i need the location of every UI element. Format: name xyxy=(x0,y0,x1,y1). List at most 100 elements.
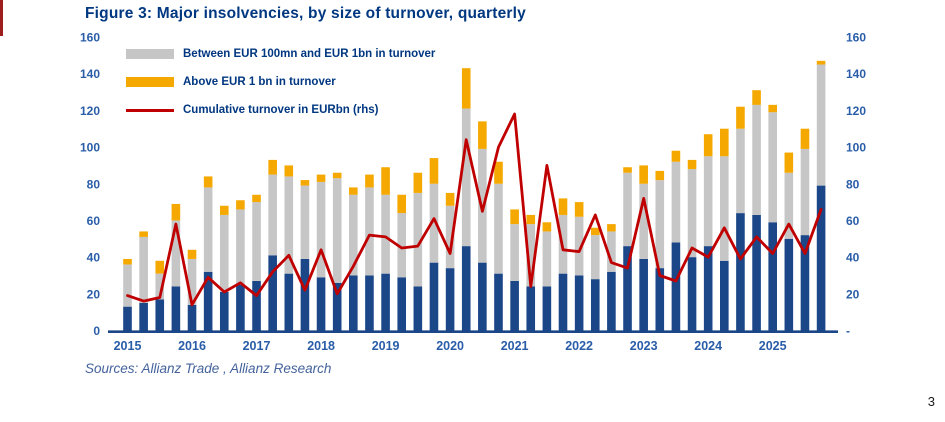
bar-segment-navy xyxy=(397,277,407,331)
bar-segment-navy xyxy=(219,291,229,331)
y-axis-right-tick-label: 100 xyxy=(846,141,866,155)
bar-segment-orange xyxy=(542,222,552,232)
figure-title: Figure 3: Major insolvencies, by size of… xyxy=(85,5,526,22)
bar-segment-navy xyxy=(687,257,697,331)
left-edge-accent-mark xyxy=(0,0,3,36)
legend-item-line: Cumulative turnover in EURbn (rhs) xyxy=(126,96,435,124)
bar-segment-gray xyxy=(252,202,261,281)
bar-segment-gray xyxy=(123,264,132,307)
bar-segment-navy xyxy=(123,306,132,331)
bar-segment-orange xyxy=(365,174,374,188)
bar-segment-navy xyxy=(494,273,503,331)
y-axis-right-tick-label: 40 xyxy=(846,251,860,265)
bar-segment-gray xyxy=(687,169,697,258)
bar-segment-gray xyxy=(736,128,745,214)
x-axis-year-label: 2015 xyxy=(114,339,142,353)
bar-segment-navy xyxy=(752,214,761,331)
legend-label-line: Cumulative turnover in EURbn (rhs) xyxy=(183,104,379,116)
bar-segment-navy xyxy=(800,235,810,331)
x-axis-year-label: 2020 xyxy=(436,339,464,353)
bar-segment-orange xyxy=(494,161,503,184)
bar-segment-orange xyxy=(639,165,648,184)
x-axis-year-label: 2025 xyxy=(759,339,787,353)
bar-segment-gray xyxy=(671,161,681,243)
bar-segment-gray xyxy=(332,178,342,283)
bar-segment-gray xyxy=(800,148,810,236)
bar-segment-navy xyxy=(461,246,471,331)
y-axis-left-tick-label: 60 xyxy=(87,214,101,228)
bar-segment-orange xyxy=(574,202,584,217)
bar-segment-navy xyxy=(590,279,600,331)
bar-segment-orange xyxy=(349,187,358,195)
bar-segment-orange xyxy=(332,172,342,179)
x-axis-year-label: 2019 xyxy=(372,339,400,353)
y-axis-left-tick-label: 80 xyxy=(87,177,101,191)
x-axis-year-label: 2021 xyxy=(501,339,529,353)
bar-segment-gray xyxy=(365,187,374,276)
bar-segment-orange xyxy=(203,176,213,188)
y-axis-left-tick-label: 100 xyxy=(80,141,100,155)
bar-segment-navy xyxy=(703,246,713,331)
bar-segment-navy xyxy=(365,275,374,331)
bar-segment-orange xyxy=(171,203,181,221)
legend-label-orange: Above EUR 1 bn in turnover xyxy=(183,76,336,88)
bar-segment-navy xyxy=(252,280,261,331)
x-axis-year-label: 2017 xyxy=(243,339,271,353)
bar-segment-navy xyxy=(316,277,326,331)
x-axis-year-label: 2022 xyxy=(565,339,593,353)
bar-segment-navy xyxy=(639,258,648,331)
bar-segment-navy xyxy=(816,185,826,331)
bar-segment-gray xyxy=(639,183,648,259)
bar-segment-navy xyxy=(607,271,616,331)
x-axis-year-label: 2023 xyxy=(630,339,658,353)
bar-segment-orange xyxy=(219,205,229,215)
bar-segment-orange xyxy=(671,150,681,162)
bar-segment-navy xyxy=(155,299,165,331)
x-axis-year-label: 2016 xyxy=(178,339,206,353)
bar-segment-gray xyxy=(268,174,277,256)
bar-segment-navy xyxy=(284,273,294,331)
bar-segment-navy xyxy=(381,273,390,331)
legend-item-orange: Above EUR 1 bn in turnover xyxy=(126,68,435,96)
bar-segment-orange xyxy=(123,258,132,265)
orange-bar-swatch xyxy=(126,77,174,87)
y-axis-right-tick-label: 20 xyxy=(846,287,860,301)
bar-segment-gray xyxy=(526,224,536,287)
bar-segment-gray xyxy=(236,209,245,285)
bar-segment-navy xyxy=(558,273,568,331)
bar-segment-gray xyxy=(655,180,665,269)
y-axis-right-tick-label: 80 xyxy=(846,177,860,191)
bar-segment-gray xyxy=(381,194,390,274)
gray-bar-swatch xyxy=(126,49,174,59)
bar-segment-gray xyxy=(752,104,761,215)
bar-segment-gray xyxy=(510,224,519,281)
bar-segment-navy xyxy=(510,280,519,331)
y-axis-left-tick-label: 0 xyxy=(93,324,100,338)
bar-segment-gray xyxy=(784,172,794,239)
bar-segment-orange xyxy=(284,165,294,177)
bar-segment-navy xyxy=(574,275,584,331)
y-axis-left-tick-label: 120 xyxy=(80,104,100,118)
bar-segment-orange xyxy=(607,224,616,232)
chart-legend: Between EUR 100mn and EUR 1bn in turnove… xyxy=(126,40,435,124)
bar-segment-gray xyxy=(816,64,826,186)
bar-segment-navy xyxy=(671,242,681,331)
bar-segment-orange xyxy=(590,227,600,236)
bar-segment-navy xyxy=(784,238,794,331)
bar-segment-gray xyxy=(445,205,455,269)
bar-segment-gray xyxy=(574,216,584,276)
bar-segment-orange xyxy=(784,152,794,173)
bar-segment-orange xyxy=(252,194,261,203)
y-axis-right-tick-label: - xyxy=(846,324,850,338)
bar-segment-orange xyxy=(155,260,165,274)
bar-segment-navy xyxy=(413,286,423,331)
bar-segment-gray xyxy=(494,183,503,274)
bar-segment-orange xyxy=(720,128,729,157)
bar-segment-orange xyxy=(623,167,632,173)
bar-segment-navy xyxy=(349,275,358,331)
bar-segment-orange xyxy=(655,170,665,181)
cumulative-turnover-line xyxy=(126,112,823,307)
bar-segment-orange xyxy=(526,214,536,225)
